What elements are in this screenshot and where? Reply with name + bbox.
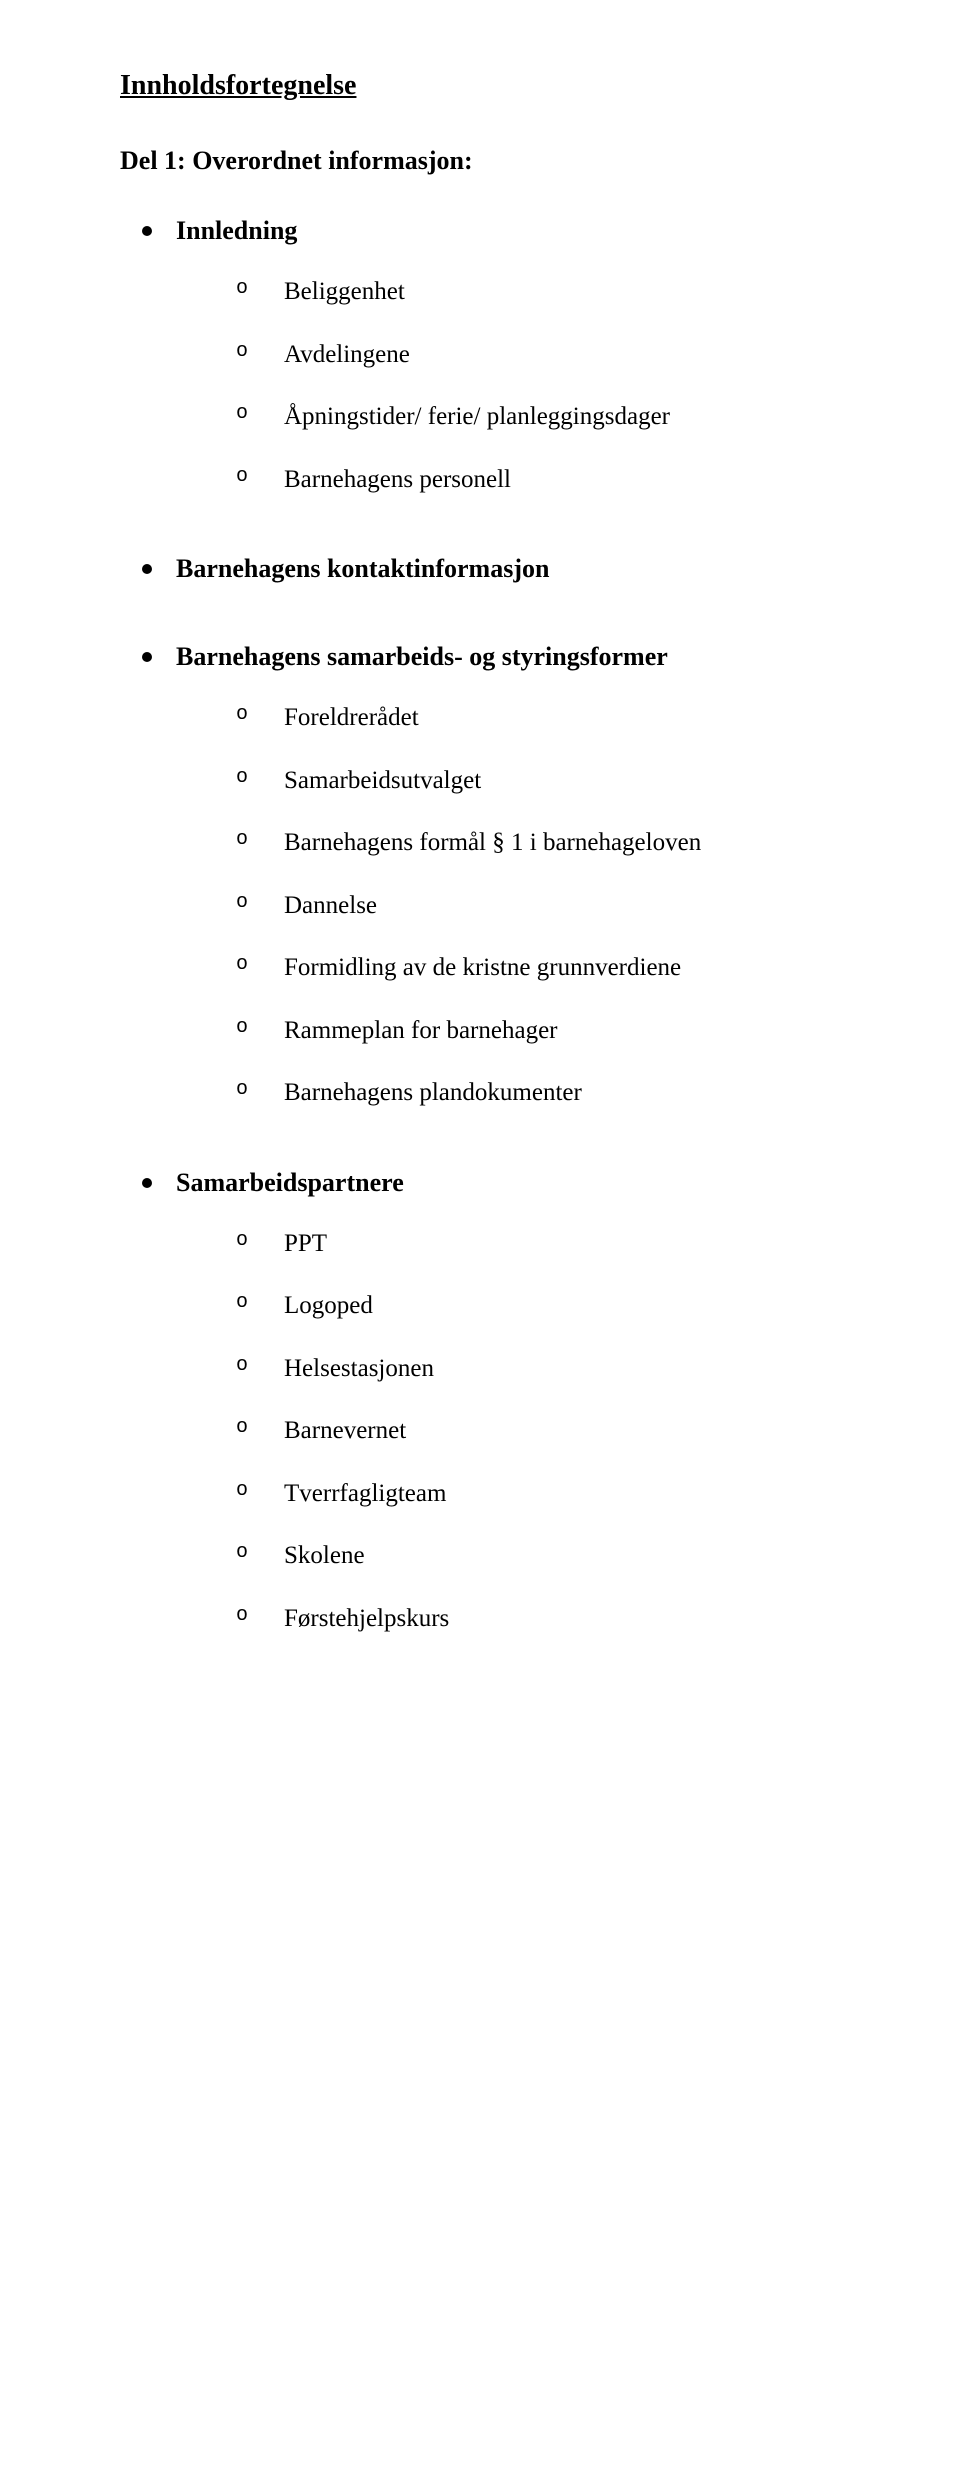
sub-item: Rammeplan for barnehager [236,1015,860,1048]
list-item-innledning: Innledning Beliggenhet Avdelingene Åpnin… [142,216,860,496]
list-item-kontaktinformasjon: Barnehagens kontaktinformasjon [142,554,860,584]
sub-item: Barnehagens plandokumenter [236,1077,860,1110]
item-heading: Innledning [176,216,297,245]
sub-list: Foreldrerådet Samarbeidsutvalget Barneha… [236,702,860,1110]
sub-item: Formidling av de kristne grunnverdiene [236,952,860,985]
section-heading: Del 1: Overordnet informasjon: [120,146,860,176]
sub-item: PPT [236,1228,860,1261]
sub-item: Tverrfagligteam [236,1478,860,1511]
item-heading: Barnehagens samarbeids- og styringsforme… [176,642,668,671]
list-item-samarbeidspartnere: Samarbeidspartnere PPT Logoped Helsestas… [142,1168,860,1636]
sub-item: Barnehagens formål § 1 i barnehageloven [236,827,860,860]
top-level-list: Innledning Beliggenhet Avdelingene Åpnin… [142,216,860,1635]
sub-item: Barnevernet [236,1415,860,1448]
sub-item: Skolene [236,1540,860,1573]
sub-list: Beliggenhet Avdelingene Åpningstider/ fe… [236,276,860,496]
item-heading: Samarbeidspartnere [176,1168,404,1197]
sub-item: Åpningstider/ ferie/ planleggingsdager [236,401,860,434]
list-item-samarbeidsformer: Barnehagens samarbeids- og styringsforme… [142,642,860,1110]
item-heading: Barnehagens kontaktinformasjon [176,554,549,583]
sub-item: Barnehagens personell [236,464,860,497]
sub-item: Foreldrerådet [236,702,860,735]
page-title: Innholdsfortegnelse [120,70,860,102]
document-page: Innholdsfortegnelse Del 1: Overordnet in… [0,0,960,2491]
sub-list: PPT Logoped Helsestasjonen Barnevernet T… [236,1228,860,1636]
sub-item: Dannelse [236,890,860,923]
sub-item: Avdelingene [236,339,860,372]
sub-item: Førstehjelpskurs [236,1603,860,1636]
sub-item: Logoped [236,1290,860,1323]
sub-item: Beliggenhet [236,276,860,309]
sub-item: Samarbeidsutvalget [236,765,860,798]
sub-item: Helsestasjonen [236,1353,860,1386]
